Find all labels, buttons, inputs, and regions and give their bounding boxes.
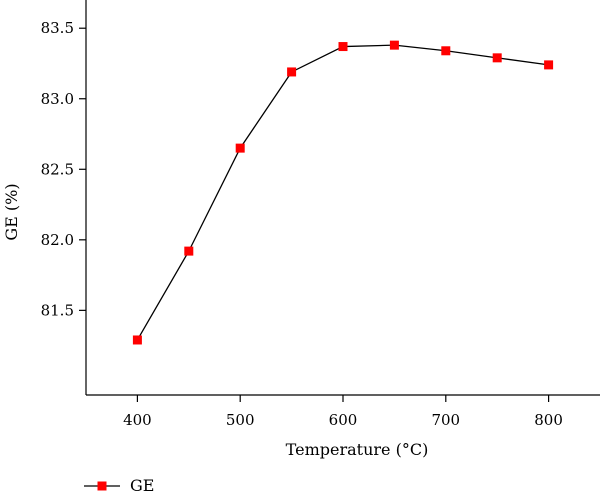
- series-line-ge: [136, 44, 549, 341]
- data-point: [544, 60, 554, 70]
- x-ticks: 400 500 600 700 800: [123, 395, 563, 429]
- y-ticks: 81.5 82.0 82.5 83.0 83.5: [41, 19, 86, 319]
- data-point: [389, 40, 399, 50]
- data-point: [235, 143, 245, 153]
- data-point: [287, 67, 297, 77]
- x-tick-label: 400: [123, 411, 152, 429]
- y-tick-label: 82.5: [41, 160, 74, 178]
- x-tick-label: 700: [431, 411, 460, 429]
- y-tick-label: 83.5: [41, 19, 74, 37]
- x-tick-label: 500: [226, 411, 255, 429]
- y-tick-label: 83.0: [41, 90, 74, 108]
- legend-label: GE: [130, 476, 154, 494]
- data-point: [338, 42, 348, 52]
- y-tick-label: 81.5: [41, 301, 74, 319]
- series-layer: [132, 40, 554, 345]
- y-tick-label: 82.0: [41, 231, 74, 249]
- x-tick-label: 600: [329, 411, 358, 429]
- x-axis-title: Temperature (°C): [286, 440, 429, 459]
- y-axis-title: GE (%): [2, 183, 21, 240]
- legend: GE: [84, 476, 154, 494]
- data-point: [492, 53, 502, 63]
- data-point: [184, 246, 194, 256]
- data-point: [441, 46, 451, 56]
- x-tick-label: 800: [534, 411, 563, 429]
- axes: [85, 0, 600, 396]
- data-point: [132, 335, 142, 345]
- legend-marker-swatch: [97, 481, 107, 491]
